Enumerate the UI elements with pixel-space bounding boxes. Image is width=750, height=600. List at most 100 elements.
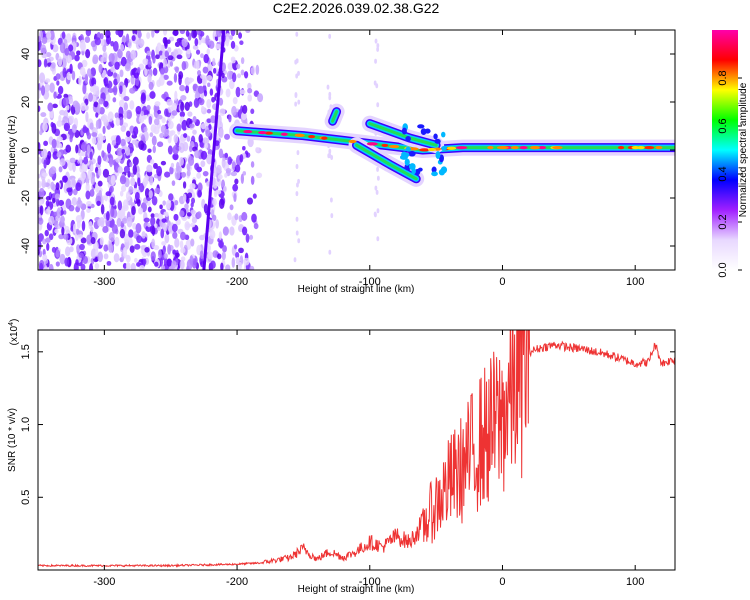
noise-blob	[61, 175, 68, 183]
noise-blob	[135, 105, 142, 115]
noise-blob	[82, 255, 88, 265]
noise-blob	[137, 177, 141, 187]
noise-blob	[160, 124, 167, 134]
noise-blob	[174, 252, 180, 258]
noise-blob	[235, 251, 240, 259]
noise-blob	[74, 102, 81, 113]
noise-blob	[156, 114, 163, 120]
noise-blob	[46, 31, 52, 40]
noise-blob	[179, 156, 184, 166]
noise-blob	[227, 212, 232, 221]
noise-blob	[216, 30, 222, 38]
noise-blob	[164, 233, 170, 244]
noise-blob	[131, 205, 136, 216]
noise-blob	[373, 80, 377, 86]
noise-blob	[198, 98, 205, 106]
noise-blob	[243, 71, 249, 79]
noise-blob	[238, 32, 243, 39]
noise-blob	[328, 148, 332, 154]
spectrogram-x-label: Height of straight line (km)	[298, 284, 415, 295]
noise-blob	[119, 85, 123, 95]
noise-blob	[118, 116, 124, 126]
noise-blob	[183, 244, 188, 256]
noise-blob	[47, 206, 51, 214]
noise-blob	[69, 63, 73, 75]
split-blob	[404, 158, 410, 166]
noise-blob	[192, 116, 197, 123]
noise-blob	[49, 82, 55, 93]
noise-blob	[156, 226, 162, 231]
noise-blob	[80, 263, 86, 270]
noise-blob	[222, 226, 229, 236]
split-blob	[400, 155, 408, 160]
noise-blob	[129, 87, 136, 94]
noise-blob	[40, 44, 47, 55]
noise-blob	[190, 209, 196, 215]
noise-blob	[48, 263, 54, 270]
noise-blob	[376, 102, 380, 108]
hot-spot	[321, 136, 328, 140]
noise-blob	[165, 199, 172, 210]
noise-blob	[297, 238, 301, 244]
noise-blob	[39, 129, 43, 136]
noise-blob	[151, 225, 156, 236]
noise-blob	[69, 134, 73, 143]
noise-blob	[245, 233, 250, 243]
noise-blob	[234, 164, 241, 173]
noise-blob	[97, 180, 103, 187]
noise-blob	[44, 229, 49, 237]
noise-blob	[150, 159, 155, 165]
noise-blob	[105, 93, 111, 102]
noise-blob	[179, 210, 185, 217]
y-tick-label: 1.5	[20, 344, 32, 359]
noise-blob	[149, 91, 156, 99]
noise-blob	[120, 125, 126, 132]
noise-blob	[234, 213, 239, 221]
noise-blob	[72, 223, 77, 234]
hot-spot	[643, 146, 655, 150]
noise-blob	[230, 40, 236, 49]
hot-spot	[538, 146, 547, 150]
noise-blob	[229, 204, 234, 211]
noise-blob	[94, 37, 101, 46]
noise-blob	[186, 169, 191, 177]
side-blob-core	[331, 110, 339, 123]
noise-blob	[171, 260, 177, 269]
colorbar-tick-label: 0.8	[717, 70, 729, 85]
noise-blob	[153, 223, 158, 229]
noise-blob	[161, 218, 167, 223]
noise-blob	[64, 257, 70, 267]
split-blob	[401, 127, 407, 135]
noise-blob	[47, 150, 52, 160]
noise-blob	[166, 39, 171, 45]
noise-blob	[164, 50, 170, 58]
noise-blob	[232, 183, 239, 192]
noise-blob	[255, 64, 260, 75]
noise-blob	[38, 59, 42, 68]
noise-blob	[241, 211, 248, 222]
noise-blob	[106, 211, 110, 221]
noise-blob	[90, 248, 97, 259]
noise-blob	[94, 183, 99, 193]
noise-blob	[212, 198, 217, 206]
noise-blob	[99, 107, 105, 115]
noise-blob	[184, 203, 189, 210]
noise-blob	[191, 191, 196, 200]
noise-blob	[123, 165, 130, 174]
noise-blob	[43, 140, 49, 147]
noise-blob	[121, 148, 126, 154]
noise-blob	[43, 266, 49, 270]
noise-blob	[134, 72, 139, 79]
noise-blob	[174, 237, 180, 248]
noise-blob	[76, 219, 81, 229]
noise-blob	[166, 80, 173, 86]
split-blob	[435, 151, 441, 159]
noise-blob	[45, 237, 51, 244]
noise-blob	[199, 250, 204, 260]
y-tick-label: 1.0	[20, 417, 32, 432]
y-tick-label: 20	[20, 96, 32, 108]
noise-blob	[242, 104, 248, 114]
noise-blob	[130, 74, 135, 85]
noise-blob	[293, 257, 297, 263]
